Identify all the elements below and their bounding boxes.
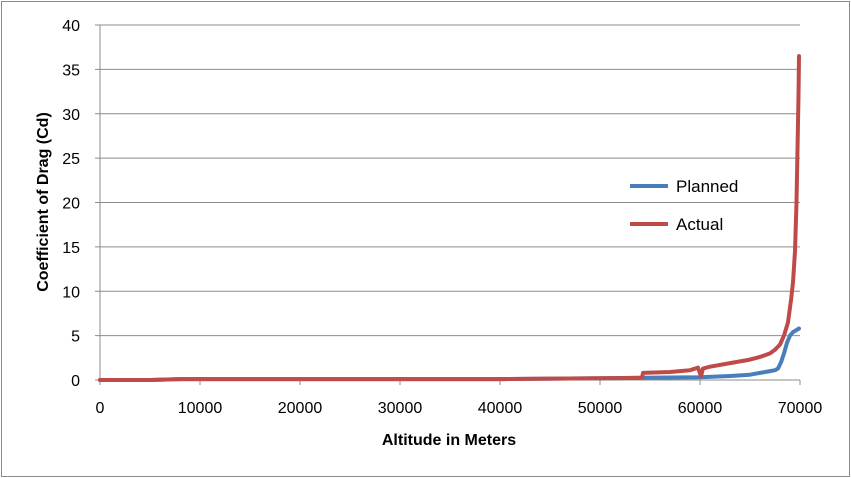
series-line-planned bbox=[98, 326, 801, 382]
x-tick-label: 20000 bbox=[278, 400, 323, 417]
y-tick-label: 0 bbox=[71, 373, 80, 390]
y-tick-label: 40 bbox=[62, 18, 80, 35]
y-tick-labels: 0 5 10 15 20 25 30 35 40 bbox=[62, 18, 80, 390]
legend-label-actual: Actual bbox=[676, 215, 723, 234]
grid-lines bbox=[95, 24, 801, 385]
series-layer bbox=[98, 54, 801, 382]
y-axis-title: Coefficient of Drag (Cd) bbox=[35, 112, 52, 292]
legend-label-planned: Planned bbox=[676, 177, 738, 196]
y-tick-label: 10 bbox=[62, 284, 80, 301]
x-tick-labels: 0 10000 20000 30000 40000 50000 60000 70000 bbox=[96, 400, 823, 417]
y-tick-label: 20 bbox=[62, 196, 80, 213]
x-tick-label: 70000 bbox=[778, 400, 823, 417]
y-tick-label: 35 bbox=[62, 62, 80, 79]
y-tick-label: 25 bbox=[62, 151, 80, 168]
x-tick-label: 40000 bbox=[478, 400, 523, 417]
x-tick-label: 30000 bbox=[378, 400, 423, 417]
series-line-actual bbox=[98, 54, 801, 382]
x-tick-label: 50000 bbox=[578, 400, 623, 417]
legend: Planned Actual bbox=[630, 177, 738, 234]
x-axis-title: Altitude in Meters bbox=[382, 432, 516, 449]
y-tick-label: 15 bbox=[62, 240, 80, 257]
x-tick-label: 60000 bbox=[678, 400, 723, 417]
x-tick-label: 10000 bbox=[178, 400, 223, 417]
x-tick-label: 0 bbox=[96, 400, 105, 417]
y-tick-label: 30 bbox=[62, 107, 80, 124]
y-tick-label: 5 bbox=[71, 329, 80, 346]
